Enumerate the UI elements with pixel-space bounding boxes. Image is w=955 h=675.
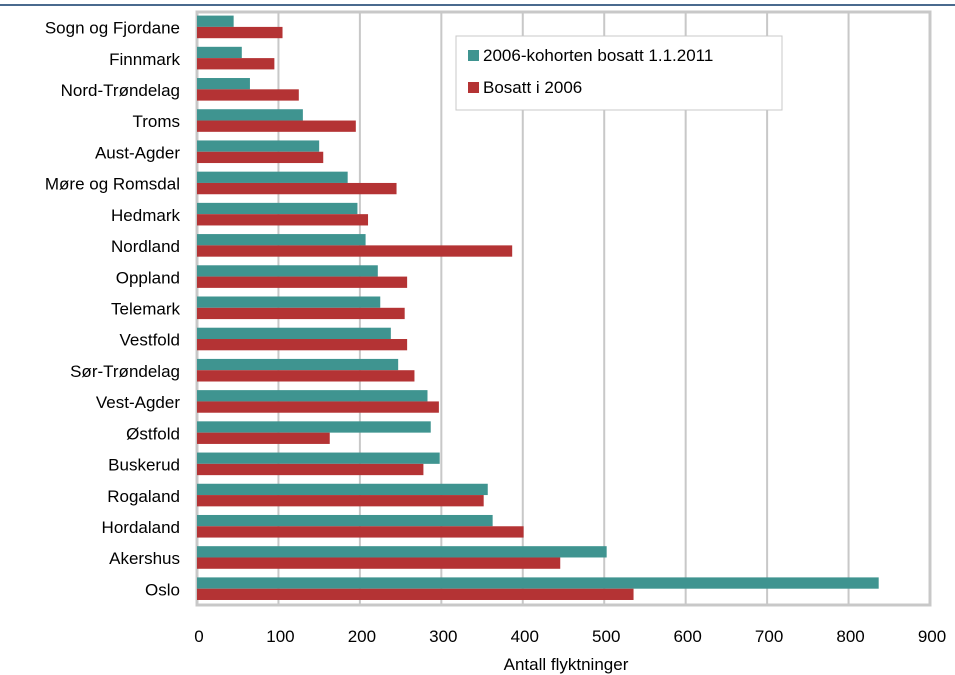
- x-axis-title: Antall flyktninger: [504, 655, 629, 674]
- bar-bosatt-6: [197, 214, 369, 226]
- bar-kohort-2: [197, 78, 250, 90]
- bar-bosatt-18: [197, 588, 634, 600]
- legend-label-1: Bosatt i 2006: [483, 78, 582, 97]
- bar-kohort-9: [197, 296, 381, 308]
- category-label-8: Oppland: [116, 268, 180, 287]
- bar-bosatt-7: [197, 245, 513, 257]
- bar-kohort-17: [197, 546, 607, 558]
- x-tick-label-900: 900: [918, 627, 946, 646]
- bars: [197, 15, 879, 600]
- legend-swatch-0: [468, 50, 479, 61]
- x-tick-label-800: 800: [836, 627, 864, 646]
- bar-bosatt-16: [197, 526, 524, 538]
- category-label-15: Rogaland: [107, 487, 180, 506]
- category-label-11: Sør-Trøndelag: [70, 362, 180, 381]
- category-label-6: Hedmark: [111, 206, 180, 225]
- bar-kohort-14: [197, 452, 440, 464]
- x-tick-label-0: 0: [194, 627, 203, 646]
- bar-kohort-18: [197, 577, 879, 589]
- x-tick-label-600: 600: [673, 627, 701, 646]
- bar-kohort-10: [197, 327, 391, 340]
- bar-bosatt-2: [197, 89, 299, 101]
- legend-swatch-1: [468, 82, 479, 93]
- category-label-14: Buskerud: [108, 456, 180, 475]
- x-tick-label-400: 400: [511, 627, 539, 646]
- bar-kohort-0: [197, 15, 234, 27]
- bar-bosatt-15: [197, 495, 484, 507]
- bar-bosatt-10: [197, 339, 408, 351]
- bar-bosatt-8: [197, 276, 408, 288]
- legend-box: [455, 35, 783, 111]
- bar-bosatt-3: [197, 120, 356, 132]
- category-label-16: Hordaland: [102, 518, 180, 537]
- bar-bosatt-9: [197, 307, 405, 320]
- x-tick-label-700: 700: [755, 627, 783, 646]
- bar-kohort-11: [197, 358, 399, 371]
- x-tick-label-200: 200: [348, 627, 376, 646]
- bar-kohort-4: [197, 140, 320, 152]
- category-label-18: Oslo: [145, 580, 180, 599]
- category-label-0: Sogn og Fjordane: [45, 19, 180, 38]
- category-label-5: Møre og Romsdal: [45, 175, 180, 194]
- legend-label-0: 2006-kohorten bosatt 1.1.2011: [483, 46, 713, 65]
- bar-bosatt-1: [197, 58, 275, 70]
- bar-kohort-8: [197, 265, 378, 277]
- bar-kohort-6: [197, 202, 358, 215]
- category-label-7: Nordland: [111, 237, 180, 256]
- bar-kohort-3: [197, 109, 303, 121]
- bar-bosatt-12: [197, 401, 439, 413]
- x-tick-label-100: 100: [266, 627, 294, 646]
- x-tick-label-500: 500: [592, 627, 620, 646]
- category-label-2: Nord-Trøndelag: [61, 81, 180, 100]
- category-label-1: Finnmark: [109, 50, 180, 69]
- legend: 2006-kohorten bosatt 1.1.2011 Bosatt i 20…: [455, 35, 783, 111]
- bar-kohort-5: [197, 171, 348, 183]
- category-labels: Sogn og Fjordane Finnmark Nord-Trøndelag Tr…: [45, 19, 181, 600]
- bar-bosatt-13: [197, 432, 330, 444]
- bar-kohort-1: [197, 46, 242, 59]
- category-label-12: Vest-Agder: [96, 393, 180, 412]
- x-tick-label-300: 300: [429, 627, 457, 646]
- x-tick-labels: 0 100 200 300 400 500 600 700 800 900: [194, 627, 946, 646]
- bar-kohort-16: [197, 514, 493, 527]
- bar-kohort-13: [197, 421, 431, 433]
- bar-bosatt-0: [197, 26, 283, 39]
- category-label-9: Telemark: [111, 300, 180, 319]
- category-label-10: Vestfold: [120, 331, 181, 350]
- bar-bosatt-14: [197, 463, 424, 476]
- bar-kohort-15: [197, 483, 488, 496]
- bar-kohort-12: [197, 390, 428, 402]
- category-label-17: Akershus: [109, 549, 180, 568]
- bar-bosatt-4: [197, 151, 324, 164]
- bar-bosatt-17: [197, 557, 561, 569]
- bar-bosatt-11: [197, 370, 415, 382]
- category-label-3: Troms: [132, 112, 180, 131]
- category-label-13: Østfold: [126, 424, 180, 443]
- bar-bosatt-5: [197, 182, 397, 195]
- bar-kohort-7: [197, 234, 366, 246]
- category-label-4: Aust-Agder: [95, 143, 180, 162]
